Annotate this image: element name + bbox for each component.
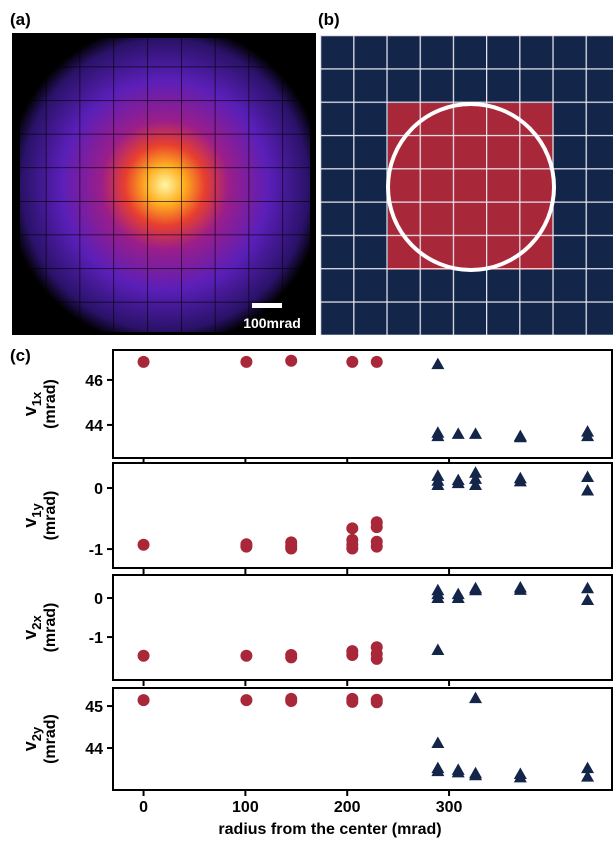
circle-point [240, 650, 252, 662]
y-tick-label: -1 [89, 542, 103, 559]
triangle-point [581, 471, 594, 483]
triangle-point [469, 427, 482, 439]
triangle-point [581, 484, 594, 496]
circle-point [138, 650, 150, 662]
circle-point [346, 649, 358, 661]
circle-point [240, 541, 252, 553]
x-tick-label: 200 [334, 799, 361, 816]
triangle-point [581, 593, 594, 605]
plot-frame [113, 463, 612, 568]
y-label: v2y [20, 726, 44, 751]
y-label: v1y [20, 502, 44, 527]
circle-point [285, 651, 297, 663]
panel-label: (a) [10, 10, 31, 29]
circle-point [371, 356, 383, 368]
triangle-point [469, 584, 482, 596]
y-tick-label: 46 [85, 373, 103, 390]
circle-point [138, 356, 150, 368]
circle-point [240, 356, 252, 368]
circle-point [346, 542, 358, 554]
triangle-point [514, 431, 527, 443]
triangle-point [469, 769, 482, 781]
y-tick-label: 44 [85, 741, 103, 758]
circle-point [371, 541, 383, 553]
circle-point [371, 521, 383, 533]
panel-label: (c) [10, 346, 31, 365]
circle-point [285, 542, 297, 554]
figure: (a) (b) (c) 100mrad 4446v1x(mrad)-10v1y(… [0, 0, 613, 850]
plot-frame [113, 688, 612, 790]
y-label-unit: (mrad) [42, 714, 59, 764]
x-label: radius from the center (mrad) [218, 821, 441, 838]
triangle-point [452, 427, 465, 439]
y-label-main: v [20, 518, 40, 528]
y-tick-label: 45 [85, 699, 103, 716]
panel-label: (b) [318, 10, 340, 29]
circle-point [371, 696, 383, 708]
y-label-main: v [20, 630, 40, 640]
circle-point [138, 539, 150, 551]
circle-point [240, 694, 252, 706]
circle-point [371, 653, 383, 665]
plot-frame [113, 350, 612, 458]
triangle-point [581, 582, 594, 594]
scale-bar-label: 100mrad [243, 315, 301, 331]
y-label-unit: (mrad) [42, 491, 59, 541]
circle-point [346, 522, 358, 534]
y-tick-label: -1 [89, 630, 103, 647]
x-tick-label: 100 [232, 799, 259, 816]
triangle-point [431, 643, 444, 655]
plot-frame [113, 575, 612, 680]
circle-point [285, 695, 297, 707]
y-tick-label: 0 [94, 481, 103, 498]
triangle-point [469, 692, 482, 704]
circle-point [346, 696, 358, 708]
y-label-unit: (mrad) [42, 603, 59, 653]
circle-point [346, 356, 358, 368]
y-label-unit: (mrad) [42, 379, 59, 429]
triangle-point [431, 736, 444, 748]
y-label: v1x [20, 391, 44, 416]
diffraction-image [12, 33, 316, 335]
y-tick-label: 44 [85, 418, 103, 435]
y-label-main: v [20, 741, 40, 751]
triangle-point [469, 478, 482, 490]
x-tick-label: 0 [139, 799, 148, 816]
triangle-point [431, 358, 444, 370]
circle-point [138, 694, 150, 706]
y-label-main: v [20, 406, 40, 416]
circle-point [285, 355, 297, 367]
y-tick-label: 0 [94, 591, 103, 608]
detector-grid [320, 35, 613, 335]
y-label: v2x [20, 614, 44, 639]
x-tick-label: 300 [436, 799, 463, 816]
